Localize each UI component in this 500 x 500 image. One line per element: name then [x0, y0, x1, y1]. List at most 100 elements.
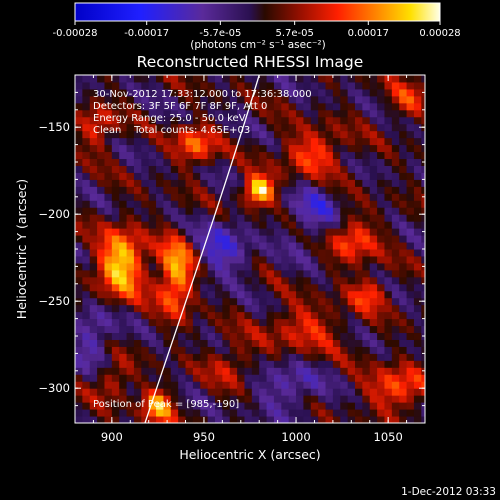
- heatmap-cell: [200, 290, 209, 299]
- heatmap-cell: [251, 395, 260, 403]
- heatmap-cell: [399, 255, 408, 264]
- annotation-energy-range: Energy Range: 25.0 - 50.0 keV: [93, 113, 246, 124]
- heatmap-cell: [355, 242, 363, 250]
- colorbar-tick-label: 0.00028: [419, 28, 460, 39]
- heatmap-cell: [406, 416, 415, 423]
- heatmap-cell: [244, 228, 253, 236]
- heatmap-cell: [156, 165, 164, 173]
- heatmap-cell: [303, 95, 312, 104]
- heatmap-cell: [192, 75, 201, 83]
- heatmap-cell: [163, 95, 172, 104]
- heatmap-cell: [421, 130, 425, 139]
- heatmap-cell: [178, 158, 187, 166]
- heatmap-cell: [318, 388, 327, 396]
- heatmap-cell: [310, 304, 319, 313]
- heatmap-cell: [251, 297, 260, 306]
- heatmap-cell: [318, 75, 327, 83]
- heatmap-cell: [266, 409, 275, 417]
- heatmap-cell: [237, 235, 245, 243]
- heatmap-cell: [148, 409, 157, 417]
- heatmap-cell: [266, 255, 275, 264]
- heatmap-cell: [369, 276, 378, 285]
- heatmap-cell: [222, 283, 231, 292]
- heatmap-cell: [229, 318, 238, 327]
- heatmap-cell: [310, 228, 319, 236]
- heatmap-cell: [310, 311, 319, 320]
- heatmap-cell: [332, 102, 341, 111]
- heatmap-cell: [126, 81, 135, 90]
- heatmap-cell: [281, 242, 290, 250]
- heatmap-cell: [332, 130, 341, 139]
- heatmap-cell: [156, 304, 164, 313]
- heatmap-cell: [296, 255, 304, 264]
- heatmap-cell: [237, 395, 245, 403]
- heatmap-cell: [251, 381, 260, 389]
- heatmap-cell: [384, 374, 393, 382]
- heatmap-cell: [244, 290, 253, 299]
- heatmap-cell: [347, 297, 356, 306]
- heatmap-cell: [303, 318, 312, 327]
- heatmap-cell: [251, 207, 260, 215]
- heatmap-cell: [362, 88, 371, 97]
- heatmap-cell: [229, 144, 238, 153]
- heatmap-cell: [347, 214, 356, 222]
- heatmap-cell: [229, 339, 238, 347]
- heatmap-cell: [89, 339, 98, 347]
- heatmap-cell: [310, 332, 319, 340]
- heatmap-cell: [413, 367, 422, 375]
- heatmap-cell: [200, 137, 209, 146]
- heatmap-cell: [406, 95, 415, 104]
- heatmap-cell: [325, 325, 334, 334]
- heatmap-cell: [259, 165, 268, 173]
- heatmap-cell: [82, 332, 91, 340]
- heatmap-cell: [82, 172, 91, 180]
- heatmap-cell: [170, 409, 179, 417]
- heatmap-cell: [156, 151, 164, 160]
- heatmap-cell: [133, 367, 142, 375]
- heatmap-cell: [156, 269, 164, 278]
- heatmap-cell: [310, 130, 319, 139]
- heatmap-cell: [377, 242, 385, 250]
- heatmap-cell: [244, 165, 253, 173]
- heatmap-cell: [111, 235, 120, 243]
- heatmap-cell: [340, 207, 349, 215]
- heatmap-cell: [288, 137, 297, 146]
- heatmap-cell: [207, 214, 216, 222]
- heatmap-cell: [97, 235, 105, 243]
- heatmap-cell: [369, 381, 378, 389]
- heatmap-cell: [185, 262, 194, 271]
- heatmap-cell: [237, 353, 245, 361]
- heatmap-cell: [104, 409, 113, 417]
- heatmap-cell: [75, 332, 83, 340]
- heatmap-cell: [82, 109, 91, 118]
- heatmap-cell: [332, 186, 341, 194]
- heatmap-cell: [111, 95, 120, 104]
- heatmap-cell: [178, 353, 187, 361]
- heatmap-cell: [170, 186, 179, 194]
- heatmap-cell: [421, 207, 425, 215]
- heatmap-cell: [141, 235, 150, 243]
- heatmap-cell: [97, 137, 105, 146]
- heatmap-cell: [303, 207, 312, 215]
- heatmap-cell: [273, 262, 282, 271]
- heatmap-cell: [340, 221, 349, 229]
- heatmap-cell: [369, 102, 378, 111]
- heatmap-cell: [399, 179, 408, 187]
- heatmap-cell: [369, 262, 378, 271]
- heatmap-cell: [82, 325, 91, 334]
- heatmap-cell: [318, 109, 327, 118]
- heatmap-cell: [399, 172, 408, 180]
- heatmap-cell: [421, 339, 425, 347]
- heatmap-cell: [89, 102, 98, 111]
- heatmap-cell: [377, 151, 385, 160]
- heatmap-cell: [399, 318, 408, 327]
- heatmap-cell: [222, 249, 231, 257]
- heatmap-cell: [406, 297, 415, 306]
- colorbar-units: (photons cm⁻² s⁻¹ asec⁻²): [190, 39, 325, 51]
- heatmap-cell: [391, 214, 400, 222]
- heatmap-cell: [406, 304, 415, 313]
- heatmap-cell: [192, 123, 201, 132]
- heatmap-cell: [126, 409, 135, 417]
- heatmap-cell: [318, 325, 327, 334]
- heatmap-cell: [340, 318, 349, 327]
